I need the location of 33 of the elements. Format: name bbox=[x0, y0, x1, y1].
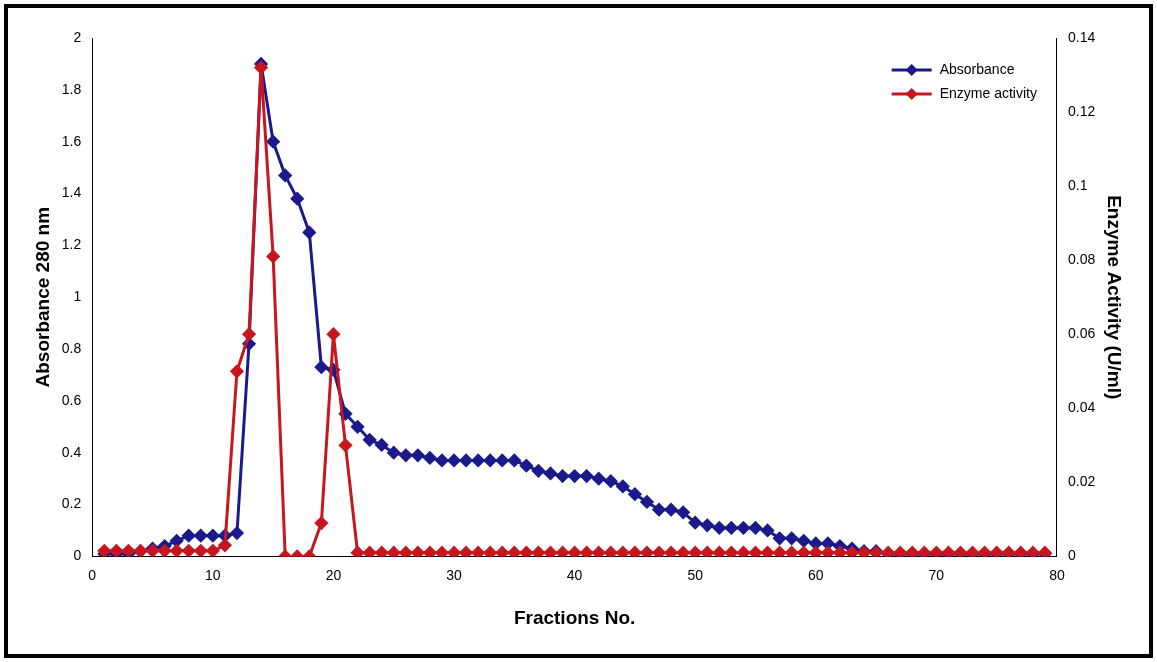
x-axis-title: Fractions No. bbox=[513, 606, 636, 628]
y-tick-label: 1.6 bbox=[61, 132, 82, 149]
y-tick-label: 2 bbox=[73, 28, 82, 45]
y-tick-label: 0.4 bbox=[61, 443, 82, 460]
y-tick-label: 0.8 bbox=[61, 339, 82, 356]
y2-tick-label: 0 bbox=[1067, 547, 1076, 564]
y2-tick-label: 0.14 bbox=[1067, 28, 1096, 45]
x-tick-label: 60 bbox=[807, 566, 824, 583]
x-tick-label: 40 bbox=[566, 566, 583, 583]
y2-tick-label: 0.06 bbox=[1067, 325, 1096, 342]
y-tick-label: 1.4 bbox=[61, 184, 82, 201]
y2-tick-label: 0.12 bbox=[1067, 102, 1096, 119]
x-tick-label: 10 bbox=[205, 566, 221, 583]
x-tick-label: 0 bbox=[88, 566, 97, 583]
x-tick-label: 50 bbox=[687, 566, 704, 583]
y-axis-title: Absorbance 280 nm bbox=[31, 206, 53, 388]
y-tick-label: 0.6 bbox=[61, 391, 82, 408]
legend-label: Absorbance bbox=[939, 60, 1015, 77]
y-tick-label: 1.2 bbox=[61, 236, 82, 253]
legend-label: Enzyme activity bbox=[939, 84, 1037, 101]
y-tick-label: 0.2 bbox=[61, 495, 82, 512]
y2-tick-label: 0.08 bbox=[1067, 251, 1096, 268]
y2-tick-label: 0.1 bbox=[1067, 176, 1088, 193]
y2-tick-label: 0.02 bbox=[1067, 473, 1096, 490]
y-tick-label: 0 bbox=[73, 547, 82, 564]
y2-tick-label: 0.04 bbox=[1067, 399, 1096, 416]
x-tick-label: 30 bbox=[446, 566, 463, 583]
y-tick-label: 1.8 bbox=[61, 80, 82, 97]
x-tick-label: 70 bbox=[928, 566, 945, 583]
x-tick-label: 80 bbox=[1049, 566, 1065, 583]
y-tick-label: 1 bbox=[73, 288, 82, 305]
x-tick-label: 20 bbox=[325, 566, 342, 583]
y2-axis-title: Enzyme Activity (U/ml) bbox=[1104, 195, 1126, 400]
